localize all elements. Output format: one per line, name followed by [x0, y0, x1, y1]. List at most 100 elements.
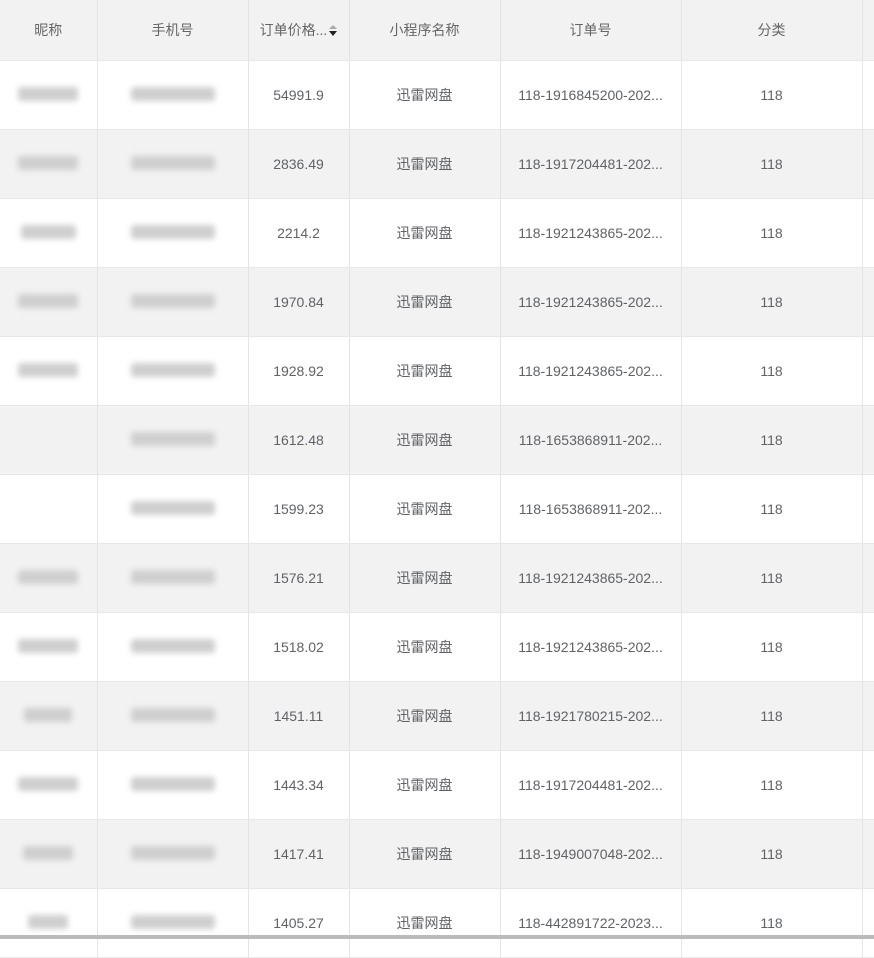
price-cell: 1970.84 [248, 267, 350, 337]
redacted-phone [130, 224, 215, 239]
column-header-price[interactable]: 订单价格... [248, 0, 350, 61]
category-cell: 118 [681, 198, 863, 268]
sort-icon[interactable] [329, 25, 338, 37]
nickname-cell [0, 129, 98, 199]
table-row[interactable]: 1970.84 迅雷网盘 118-1921243865-202... 118 [0, 267, 874, 337]
order-no-cell: 118-1916845200-202... [500, 60, 682, 130]
price-cell: 1518.02 [248, 612, 350, 682]
price-cell: 1405.27 [248, 888, 350, 958]
extra-cell [862, 750, 874, 820]
order-no-cell: 118-1921243865-202... [500, 198, 682, 268]
table-row[interactable]: 2836.49 迅雷网盘 118-1917204481-202... 118 [0, 129, 874, 199]
nickname-cell [0, 888, 98, 958]
order-no-cell: 118-1921243865-202... [500, 543, 682, 613]
order-no-cell: 118-1949007048-202... [500, 819, 682, 889]
extra-cell [862, 198, 874, 268]
extra-cell [862, 819, 874, 889]
app-name-cell: 迅雷网盘 [349, 750, 501, 820]
table-row[interactable]: 1405.27 迅雷网盘 118-442891722-2023... 118 [0, 888, 874, 958]
extra-cell [862, 60, 874, 130]
redacted-phone [130, 500, 215, 515]
column-header-order-no[interactable]: 订单号 [500, 0, 682, 61]
app-name-cell: 迅雷网盘 [349, 612, 501, 682]
table-row[interactable]: 1928.92 迅雷网盘 118-1921243865-202... 118 [0, 336, 874, 406]
price-cell: 1451.11 [248, 681, 350, 751]
table-row[interactable]: 1518.02 迅雷网盘 118-1921243865-202... 118 [0, 612, 874, 682]
nickname-cell [0, 474, 98, 544]
price-cell: 1576.21 [248, 543, 350, 613]
horizontal-scrollbar[interactable] [0, 935, 874, 939]
category-cell: 118 [681, 750, 863, 820]
table-row[interactable]: 1451.11 迅雷网盘 118-1921780215-202... 118 [0, 681, 874, 751]
phone-cell [97, 474, 249, 544]
redacted-nickname [18, 86, 79, 101]
nickname-cell [0, 819, 98, 889]
price-cell: 1612.48 [248, 405, 350, 475]
category-cell: 118 [681, 267, 863, 337]
table-row[interactable]: 1576.21 迅雷网盘 118-1921243865-202... 118 [0, 543, 874, 613]
category-cell: 118 [681, 60, 863, 130]
price-cell: 1599.23 [248, 474, 350, 544]
phone-cell [97, 750, 249, 820]
table-row[interactable]: 2214.2 迅雷网盘 118-1921243865-202... 118 [0, 198, 874, 268]
redacted-nickname [18, 776, 79, 791]
redacted-phone [130, 431, 215, 446]
order-no-cell: 118-1921243865-202... [500, 267, 682, 337]
price-cell: 2836.49 [248, 129, 350, 199]
order-no-cell: 118-1653868911-202... [500, 405, 682, 475]
column-header-phone[interactable]: 手机号 [97, 0, 249, 61]
category-cell: 118 [681, 129, 863, 199]
phone-cell [97, 543, 249, 613]
order-no-cell: 118-1917204481-202... [500, 129, 682, 199]
order-no-cell: 118-1917204481-202... [500, 750, 682, 820]
column-header-price-label: 订单价格... [259, 22, 328, 38]
table-row[interactable]: 54991.9 迅雷网盘 118-1916845200-202... 118 [0, 60, 874, 130]
nickname-cell [0, 681, 98, 751]
nickname-cell [0, 405, 98, 475]
redacted-phone [130, 293, 215, 308]
phone-cell [97, 405, 249, 475]
app-name-cell: 迅雷网盘 [349, 336, 501, 406]
phone-cell [97, 129, 249, 199]
column-header-nickname[interactable]: 昵称 [0, 0, 98, 61]
column-header-app-name[interactable]: 小程序名称 [349, 0, 501, 61]
table-row[interactable]: 1612.48 迅雷网盘 118-1653868911-202... 118 [0, 405, 874, 475]
redacted-nickname [28, 914, 69, 929]
nickname-cell [0, 612, 98, 682]
extra-cell [862, 888, 874, 958]
nickname-cell [0, 60, 98, 130]
extra-cell [862, 267, 874, 337]
app-name-cell: 迅雷网盘 [349, 405, 501, 475]
table-header: 昵称 手机号 订单价格... 小程序名称 订单号 分类 [0, 0, 874, 61]
table-row[interactable]: 1417.41 迅雷网盘 118-1949007048-202... 118 [0, 819, 874, 889]
extra-cell [862, 474, 874, 544]
category-cell: 118 [681, 888, 863, 958]
column-header-category[interactable]: 分类 [681, 0, 863, 61]
redacted-phone [130, 86, 215, 101]
price-cell: 54991.9 [248, 60, 350, 130]
order-no-cell: 118-1921243865-202... [500, 612, 682, 682]
extra-cell [862, 405, 874, 475]
nickname-cell [0, 543, 98, 613]
table-row[interactable]: 1599.23 迅雷网盘 118-1653868911-202... 118 [0, 474, 874, 544]
price-cell: 1443.34 [248, 750, 350, 820]
phone-cell [97, 819, 249, 889]
extra-cell [862, 543, 874, 613]
table-row[interactable]: 1443.34 迅雷网盘 118-1917204481-202... 118 [0, 750, 874, 820]
redacted-phone [130, 569, 215, 584]
price-cell: 2214.2 [248, 198, 350, 268]
app-name-cell: 迅雷网盘 [349, 267, 501, 337]
redacted-phone [130, 362, 215, 377]
phone-cell [97, 267, 249, 337]
app-name-cell: 迅雷网盘 [349, 888, 501, 958]
app-name-cell: 迅雷网盘 [349, 60, 501, 130]
order-no-cell: 118-442891722-2023... [500, 888, 682, 958]
extra-cell [862, 612, 874, 682]
redacted-phone [130, 845, 215, 860]
category-cell: 118 [681, 405, 863, 475]
order-no-cell: 118-1653868911-202... [500, 474, 682, 544]
redacted-nickname [18, 569, 79, 584]
category-cell: 118 [681, 612, 863, 682]
extra-cell [862, 681, 874, 751]
